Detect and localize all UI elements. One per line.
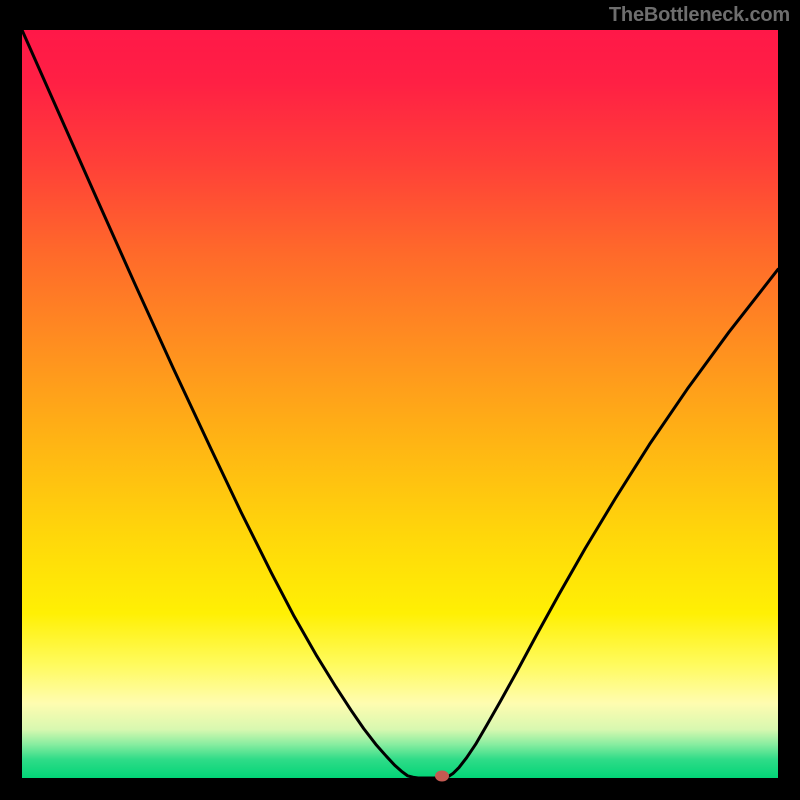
minimum-marker [435,770,449,781]
watermark-text: TheBottleneck.com [609,4,790,27]
chart-container: TheBottleneck.com [0,0,800,800]
bottleneck-curve [22,30,778,778]
plot-area [22,30,778,778]
